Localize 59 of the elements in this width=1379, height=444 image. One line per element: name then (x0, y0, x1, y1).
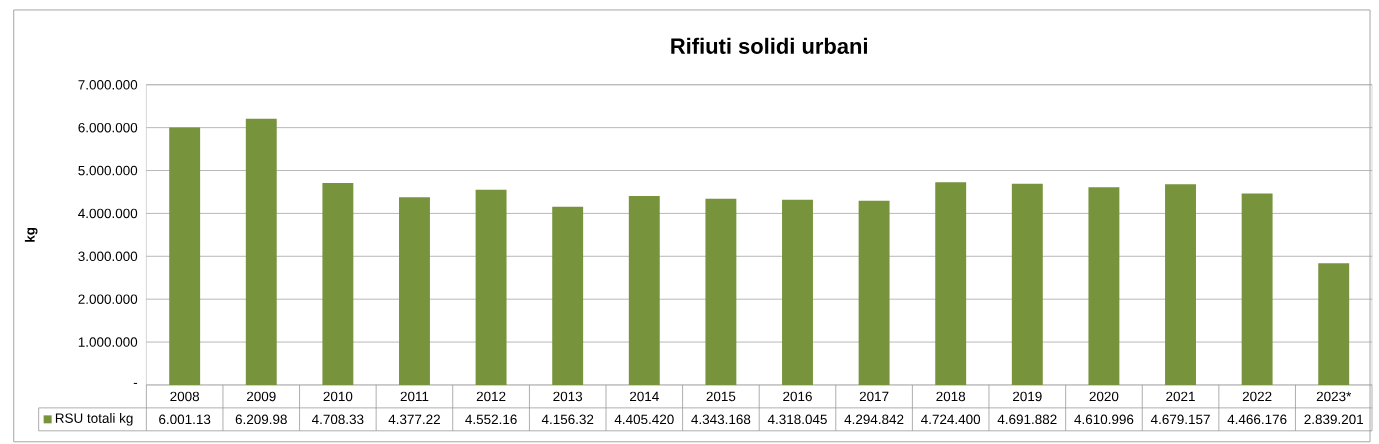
bar (322, 183, 354, 386)
text: 4.156.32 (541, 414, 594, 425)
bar (1241, 193, 1273, 386)
x-tick-label: 2018 (936, 391, 966, 402)
x-tick-label: 2009 (246, 391, 276, 402)
x-tick-label: 2023* (1316, 391, 1352, 402)
x-tick-label: 2016 (783, 391, 812, 402)
x-tick-label: 2021 (1166, 391, 1195, 402)
y-tick-label: 6.000.000 (78, 122, 138, 133)
text: 4.708.33 (311, 414, 364, 425)
bar (169, 127, 201, 386)
x-tick-label: 2020 (1089, 391, 1119, 402)
y-tick-label: - (133, 383, 138, 385)
text: 4.724.400 (921, 414, 981, 425)
x-tick-label: 2010 (323, 391, 353, 402)
text: 4.318.045 (767, 414, 827, 425)
x-tick-label: 2017 (859, 391, 889, 402)
text: 4.343.168 (691, 414, 751, 425)
x-tick-label: 2015 (706, 391, 736, 402)
x-tick-label: 2022 (1242, 391, 1272, 402)
y-tick-label: 5.000.000 (78, 165, 138, 176)
text: 4.552.16 (465, 414, 517, 425)
text: 4.679.157 (1150, 414, 1210, 425)
bar (245, 118, 277, 386)
bar (628, 196, 660, 386)
chart-title: Rifiuti solidi urbani (671, 37, 867, 55)
text: 4.691.882 (997, 414, 1057, 425)
bar (705, 198, 737, 386)
x-tick-label: 2012 (476, 391, 506, 402)
bar (1165, 184, 1196, 386)
bar (1318, 263, 1350, 386)
bar (552, 206, 584, 386)
bar (858, 200, 890, 386)
bar (782, 199, 813, 386)
y-axis-title: kg (24, 228, 38, 242)
text: 6.001.13 (159, 414, 211, 425)
y-tick-label: 1.000.000 (78, 337, 138, 347)
x-tick-label: 2011 (400, 391, 429, 402)
legend-label: RSU totali kg (55, 413, 133, 426)
text: 4.610.996 (1074, 414, 1134, 425)
y-tick-label: 7.000.000 (78, 80, 138, 90)
text: 4.294.842 (844, 414, 904, 425)
x-tick-label: 2008 (170, 391, 200, 402)
text: 6.209.98 (235, 414, 287, 425)
text: 2.839.201 (1304, 414, 1364, 425)
y-tick-label: 3.000.000 (78, 251, 138, 262)
y-tick-label: 2.000.000 (78, 294, 138, 305)
x-tick-label: 2013 (553, 391, 583, 402)
text: 4.377.22 (388, 414, 440, 425)
y-tick-label: 4.000.000 (78, 208, 138, 219)
text: 4.405.420 (614, 414, 674, 425)
text: 4.466.176 (1227, 414, 1287, 425)
bar (1011, 183, 1043, 386)
bar (1088, 187, 1120, 386)
x-tick-label: 2014 (629, 391, 659, 402)
bar (399, 197, 430, 386)
bar (935, 182, 967, 386)
bar (475, 189, 507, 386)
x-tick-label: 2019 (1013, 391, 1042, 402)
